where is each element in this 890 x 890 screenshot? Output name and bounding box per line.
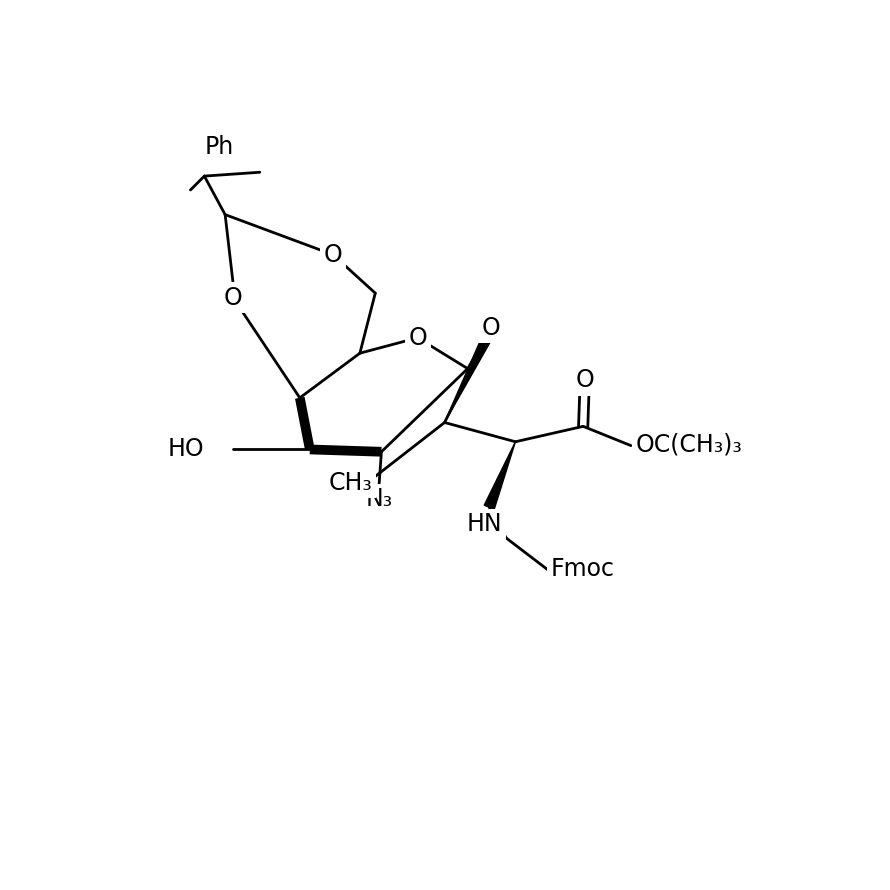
Text: HN: HN (466, 512, 503, 536)
Polygon shape (445, 328, 496, 423)
Text: CH₃: CH₃ (328, 471, 373, 495)
Text: Fmoc: Fmoc (551, 557, 615, 581)
Text: O: O (575, 368, 595, 392)
Polygon shape (484, 441, 515, 509)
Text: Ph: Ph (205, 135, 233, 158)
Text: OC(CH₃)₃: OC(CH₃)₃ (635, 432, 742, 456)
Text: HO: HO (167, 438, 205, 461)
Text: O: O (324, 243, 343, 267)
Text: O: O (409, 326, 427, 350)
Text: N₃: N₃ (366, 488, 392, 512)
Text: O: O (481, 316, 500, 340)
Text: O: O (223, 286, 242, 310)
